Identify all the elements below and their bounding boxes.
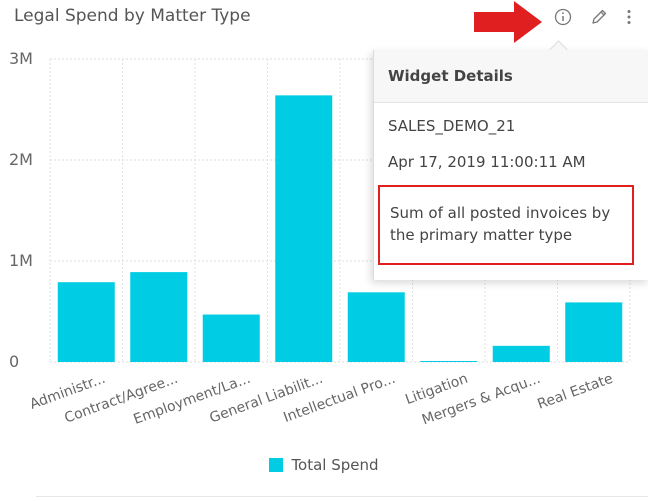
y-tick-label: 1M [9, 251, 33, 270]
annotation-arrow [474, 1, 542, 43]
x-axis-labels: Administr...Contract/Agree...Employment/… [28, 371, 615, 429]
pencil-icon[interactable] [588, 6, 610, 28]
legend-swatch[interactable] [269, 458, 284, 472]
bar [492, 345, 550, 362]
legend-label[interactable]: Total Spend [291, 456, 379, 474]
widget-header-actions [552, 6, 634, 28]
widget-id: SALES_DEMO_21 [388, 117, 516, 135]
bar [130, 272, 188, 362]
y-axis-ticks: 0 1M 2M 3M [9, 49, 33, 371]
chart-bars [57, 95, 623, 363]
bar [57, 282, 115, 362]
kebab-menu-icon[interactable] [624, 6, 634, 28]
y-tick-label: 2M [9, 150, 33, 169]
y-tick-label: 0 [9, 352, 19, 371]
widget-title: Legal Spend by Matter Type [14, 6, 251, 26]
bar [275, 95, 333, 363]
info-icon[interactable] [552, 6, 574, 28]
bar [347, 292, 405, 362]
bar [420, 360, 478, 362]
widget-date: Apr 17, 2019 11:00:11 AM [388, 153, 586, 171]
annotation-arrow-shape [474, 1, 542, 43]
bar [565, 302, 623, 362]
widget-details-popover: Widget Details SALES_DEMO_21 Apr 17, 201… [373, 40, 648, 280]
divider [36, 496, 648, 497]
bar-chart: 0 1M 2M 3M Administr...Contract/Agree...Emp… [9, 49, 631, 429]
x-tick-label: Real Estate [535, 371, 615, 413]
chart-legend: Total Spend [0, 456, 648, 474]
popover-title: Widget Details [374, 50, 648, 103]
bar [202, 314, 260, 362]
y-tick-label: 3M [9, 49, 33, 68]
widget-description: Sum of all posted invoices by the primar… [378, 185, 634, 265]
